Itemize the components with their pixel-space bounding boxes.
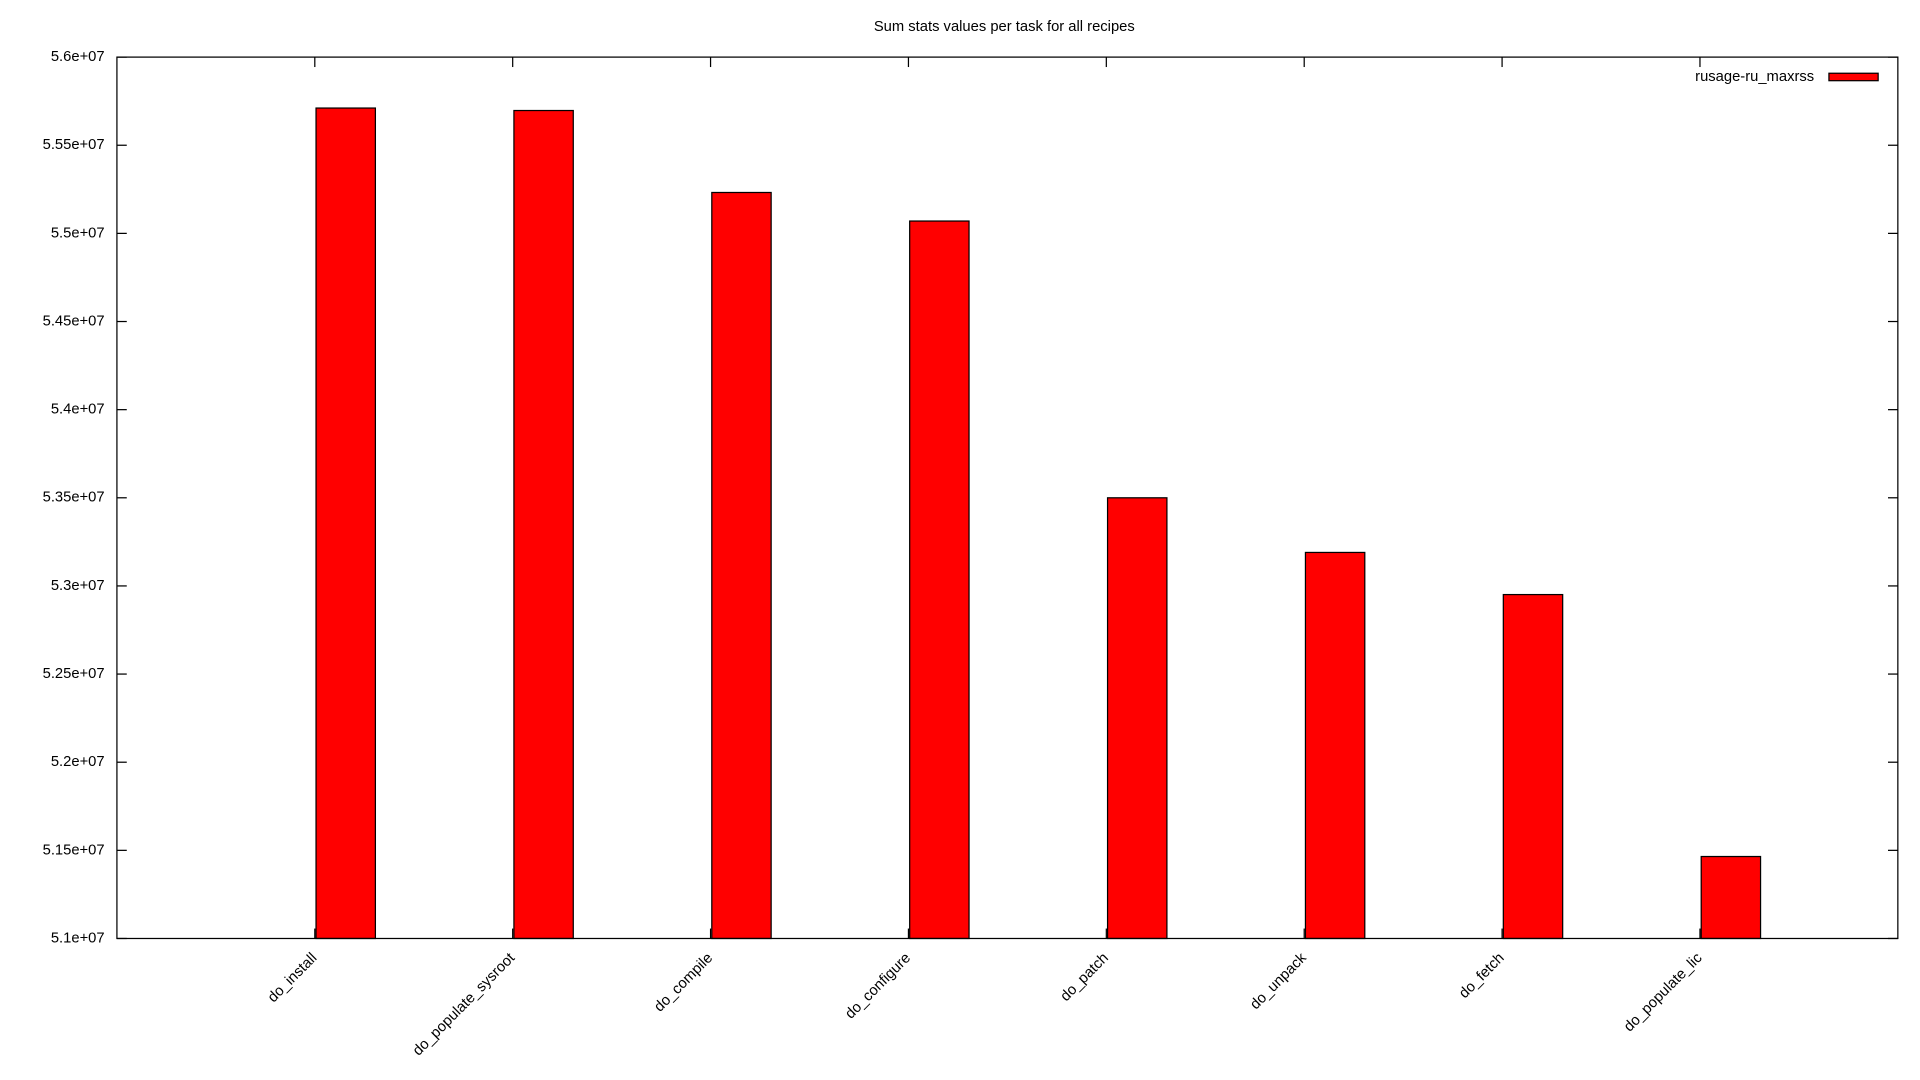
bar xyxy=(711,191,772,940)
y-tick-label: 5.35e+07 xyxy=(43,490,105,506)
y-tick-label: 5.2e+07 xyxy=(51,754,105,770)
y-tick-label: 5.3e+07 xyxy=(51,578,105,594)
y-tick-label: 5.15e+07 xyxy=(43,842,105,858)
y-tick-label: 5.45e+07 xyxy=(43,313,105,329)
bar xyxy=(1304,551,1366,940)
bar xyxy=(909,220,970,940)
legend-label: rusage-ru_maxrss xyxy=(1695,69,1814,85)
bar xyxy=(1700,855,1762,940)
y-tick-label: 5.1e+07 xyxy=(51,930,105,946)
y-tick-label: 5.55e+07 xyxy=(43,137,105,153)
bar xyxy=(315,107,377,940)
bar xyxy=(1106,497,1168,940)
plot-border xyxy=(116,56,1899,940)
chart-title: Sum stats values per task for all recipe… xyxy=(874,19,1135,35)
bar xyxy=(1502,593,1564,940)
legend-swatch xyxy=(1828,72,1879,82)
y-tick-label: 5.5e+07 xyxy=(51,225,105,241)
y-tick-label: 5.4e+07 xyxy=(51,402,105,418)
y-tick-label: 5.25e+07 xyxy=(43,666,105,682)
bar xyxy=(513,109,574,940)
y-tick-label: 5.6e+07 xyxy=(51,49,105,65)
